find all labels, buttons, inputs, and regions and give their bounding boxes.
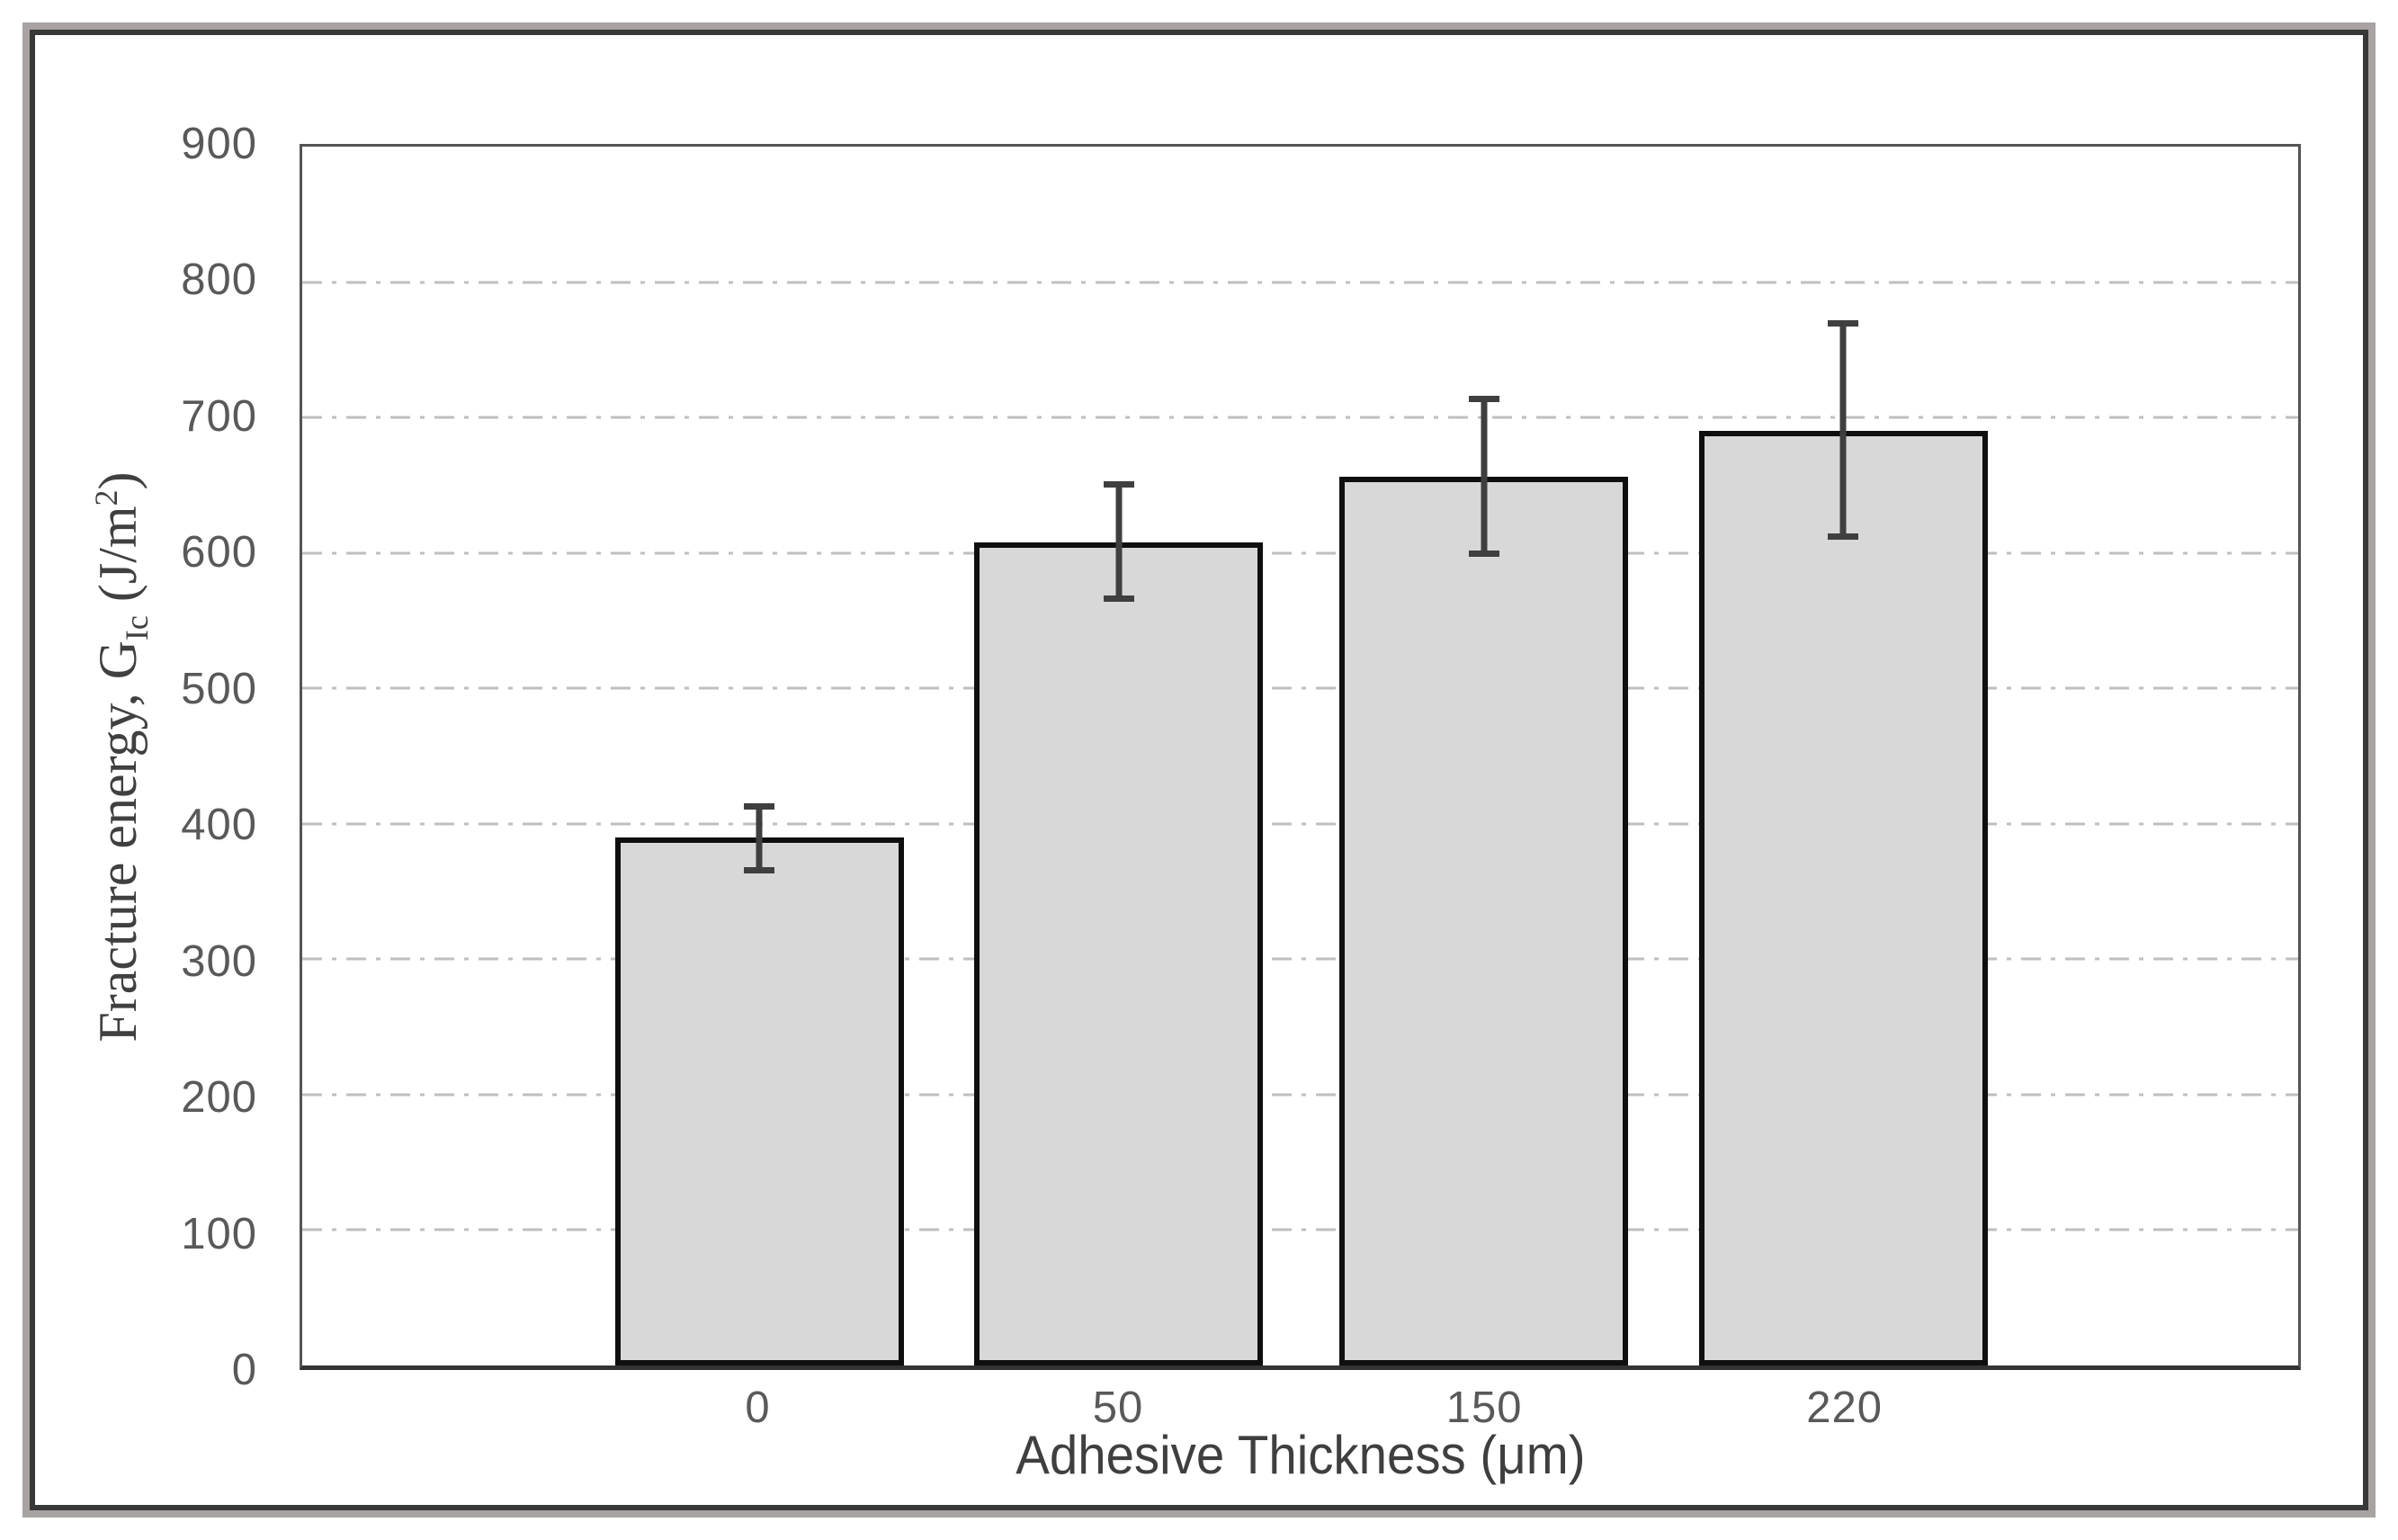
error-bar-220 bbox=[1828, 319, 1859, 540]
y-tick-label-0: 0 bbox=[231, 1346, 257, 1394]
y-tick-label-400: 400 bbox=[181, 801, 257, 850]
error-bar-line bbox=[1839, 319, 1847, 540]
y-tick-label-800: 800 bbox=[181, 255, 257, 305]
error-bar-cap-bottom bbox=[1468, 551, 1499, 558]
bar-50 bbox=[974, 542, 1264, 1365]
y-tick-label-100: 100 bbox=[181, 1209, 257, 1258]
x-axis-title: Adhesive Thickness (μm) bbox=[300, 1424, 2301, 1486]
y-tick-label-700: 700 bbox=[181, 391, 257, 441]
gridline-100 bbox=[302, 1228, 2298, 1231]
gridline-400 bbox=[302, 822, 2298, 826]
plot-area bbox=[300, 144, 2301, 1370]
y-axis-tick-labels: 0 100 200 300 400 500 600 700 800 900 bbox=[0, 120, 257, 1394]
x-tick-label-50: 50 bbox=[1092, 1383, 1144, 1432]
y-tick-label-500: 500 bbox=[181, 664, 257, 713]
gridline-500 bbox=[302, 686, 2298, 690]
y-tick-label-900: 900 bbox=[181, 120, 257, 168]
error-bar-cap-top bbox=[1828, 319, 1859, 327]
x-axis-title-text: Adhesive Thickness (μm) bbox=[1015, 1425, 1586, 1485]
error-bar-cap-top bbox=[744, 803, 775, 810]
x-axis-tick-labels: 0 50 150 220 bbox=[300, 1377, 2301, 1435]
gridline-200 bbox=[302, 1093, 2298, 1097]
error-bar-0 bbox=[744, 803, 775, 874]
x-tick-label-0: 0 bbox=[745, 1383, 771, 1432]
gridline-300 bbox=[302, 957, 2298, 961]
error-bar-cap-bottom bbox=[1103, 595, 1134, 602]
error-bar-line bbox=[1481, 396, 1488, 558]
bar-0 bbox=[614, 837, 904, 1365]
gridline-700 bbox=[302, 416, 2298, 419]
bar-220 bbox=[1698, 431, 1988, 1365]
error-bar-cap-top bbox=[1103, 480, 1134, 488]
x-tick-label-150: 150 bbox=[1445, 1383, 1523, 1432]
gridline-800 bbox=[302, 281, 2298, 284]
y-tick-label-300: 300 bbox=[181, 936, 257, 986]
bar-150 bbox=[1339, 477, 1629, 1365]
y-tick-label-200: 200 bbox=[181, 1073, 257, 1123]
error-bar-cap-bottom bbox=[744, 867, 775, 874]
error-bar-cap-top bbox=[1468, 396, 1499, 403]
error-bar-line bbox=[756, 803, 763, 874]
error-bar-cap-bottom bbox=[1828, 533, 1859, 540]
y-tick-label-600: 600 bbox=[181, 528, 257, 578]
error-bar-150 bbox=[1468, 396, 1499, 558]
error-bar-line bbox=[1115, 480, 1123, 602]
gridline-600 bbox=[302, 551, 2298, 555]
error-bar-50 bbox=[1103, 480, 1134, 602]
x-tick-label-220: 220 bbox=[1806, 1383, 1884, 1432]
